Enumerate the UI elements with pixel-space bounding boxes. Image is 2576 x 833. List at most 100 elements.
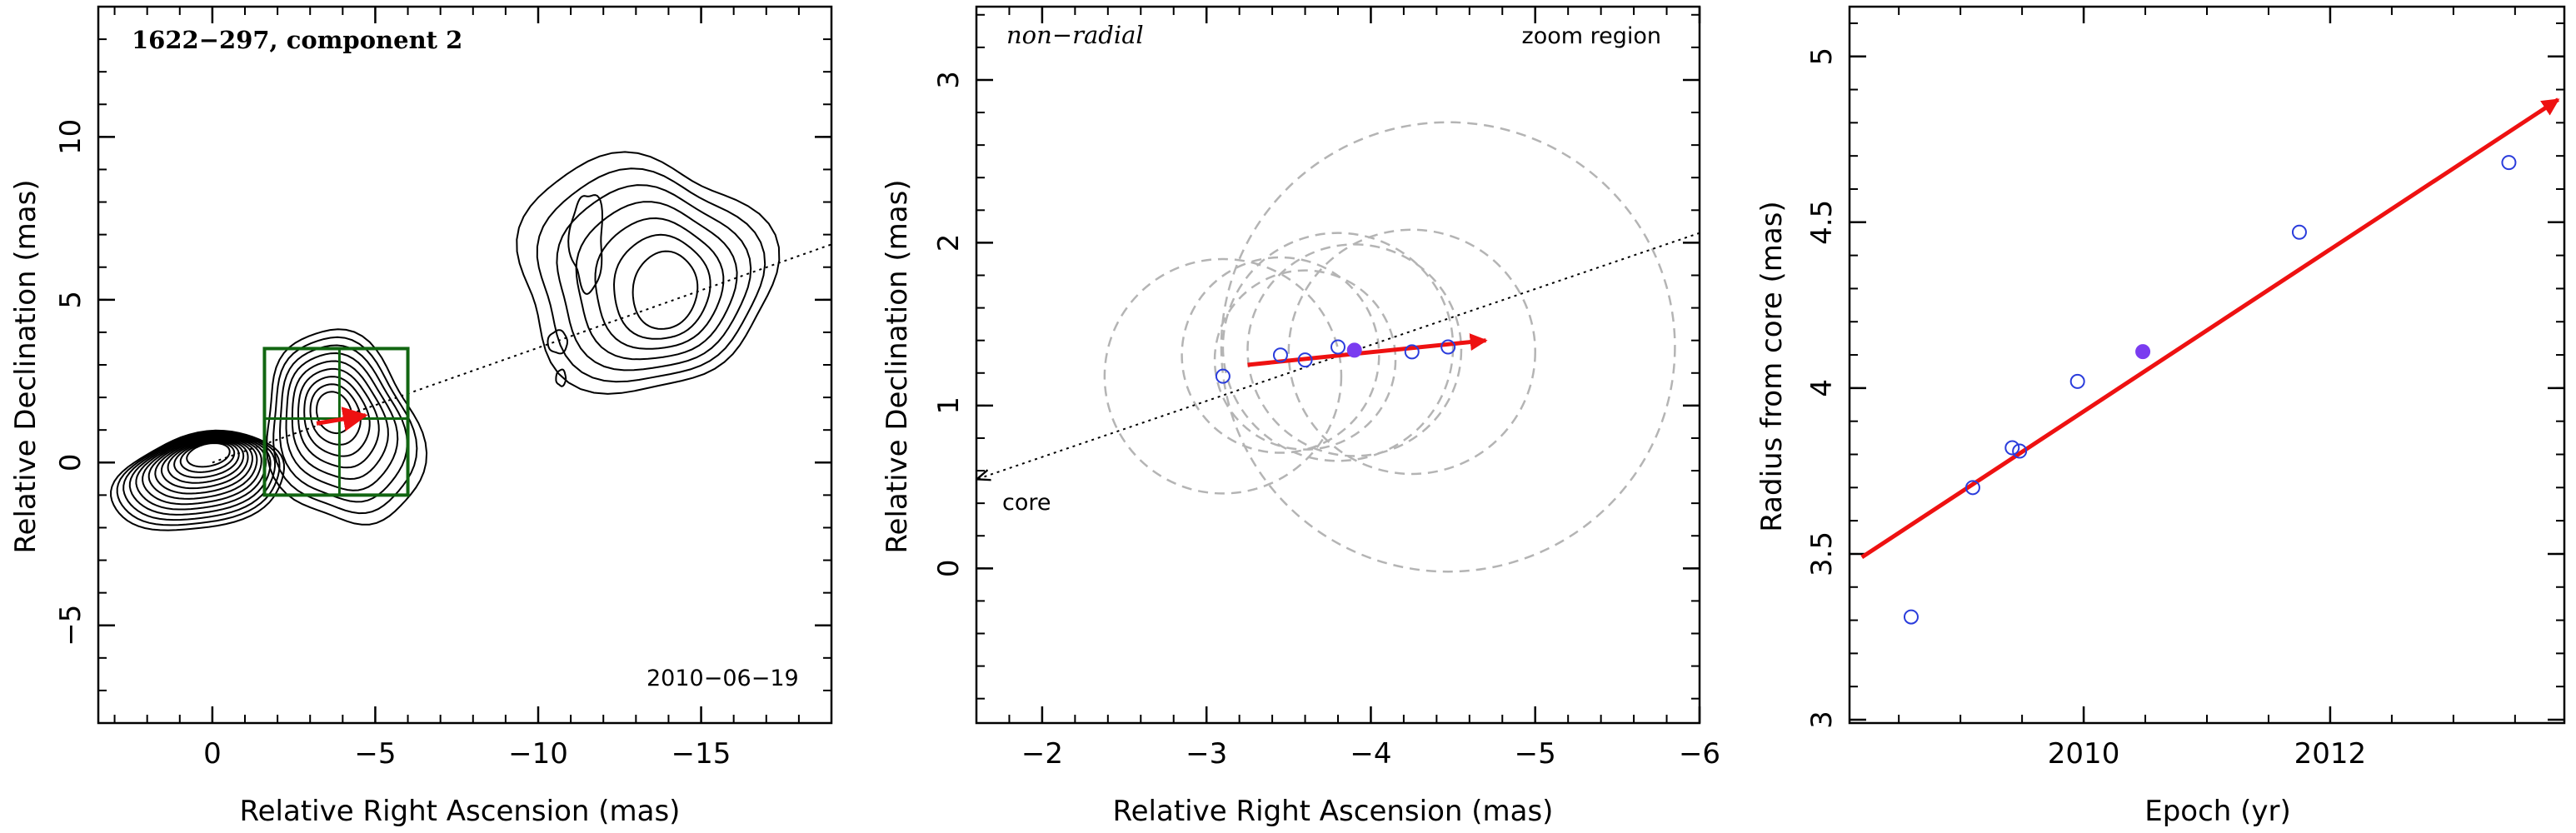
data-point (1440, 339, 1456, 355)
x-tick-label: 0 (203, 737, 222, 771)
x-tick-label: −6 (1679, 737, 1720, 771)
y-tick-label: 1 (932, 397, 966, 415)
data-point (1330, 339, 1345, 355)
data-point (1964, 480, 1980, 496)
core-contour (179, 441, 236, 473)
data-point (2004, 440, 2020, 456)
extended-jet-contour (632, 250, 699, 330)
panel2-core-label: core (1002, 490, 1051, 516)
panel2-overlay (978, 121, 1700, 573)
extended-jet-contour (594, 217, 725, 350)
component2-contour (291, 360, 389, 481)
core-contour (154, 437, 254, 495)
jet-knot-contour (567, 194, 604, 296)
core-contour (122, 431, 277, 521)
panel1-epoch-label: 2010−06−19 (646, 666, 799, 691)
y-tick-label: 10 (54, 119, 87, 155)
x-tick-label: −15 (671, 737, 731, 771)
uncertainty-circle (1181, 256, 1380, 454)
panel1-x-axis-title: Relative Right Ascension (mas) (240, 795, 681, 828)
core-contour (142, 435, 262, 506)
uncertainty-circle (1220, 121, 1676, 573)
data-point (2291, 224, 2307, 240)
zoom-box (262, 347, 410, 497)
y-tick-label: 3 (932, 71, 966, 89)
y-tick-label: 5 (54, 291, 87, 309)
jet-knot-contour (555, 368, 567, 387)
x-tick-label: −10 (508, 737, 568, 771)
x-tick-label: −4 (1350, 737, 1391, 771)
uncertainty-circle (1221, 232, 1455, 462)
data-point-filled (1346, 342, 1362, 358)
x-tick-label: 2012 (2294, 737, 2367, 771)
y-tick-label: 3.5 (1805, 531, 1839, 576)
x-tick-label: −5 (1515, 737, 1556, 771)
uncertainty-circle (1287, 228, 1536, 476)
core-contour (128, 433, 272, 516)
panel3-y-axis-title: Radius from core (mas) (1755, 201, 1789, 531)
extended-jet-contour (516, 151, 781, 395)
y-tick-label: 5 (1805, 47, 1839, 66)
y-tick-label: 0 (932, 559, 966, 577)
data-point-filled (2135, 344, 2151, 360)
jet-knot-contour (547, 329, 568, 355)
x-tick-label: −2 (1021, 737, 1063, 771)
panel-radius-vs-epoch: Epoch (yr) Radius from core (mas) 2010 20… (1755, 5, 2566, 828)
core-contour (147, 436, 258, 500)
component2-contour (272, 336, 418, 515)
panel1-title: 1622−297, component 2 (132, 26, 462, 54)
data-point (2012, 443, 2028, 459)
panel3-overlay (1860, 97, 2560, 625)
y-tick-label: 0 (54, 453, 87, 471)
component2-contour (309, 383, 362, 446)
core-contour (110, 429, 286, 531)
core-contour (135, 434, 267, 511)
panel1-contours (110, 151, 781, 531)
y-tick-label: 4.5 (1805, 200, 1839, 245)
panel2-region-label: zoom region (1522, 23, 1661, 49)
panel2-axes: −2 −3 −4 −5 −6 0 1 2 3 (932, 7, 1720, 771)
motion-arrow (316, 407, 368, 431)
y-tick-label: 4 (1805, 379, 1839, 397)
component2-contour (297, 367, 380, 469)
panel3-axes: 2010 2012 3 3.5 4 4.5 5 (1805, 7, 2564, 771)
panel2-label-nonradial: non−radial (1006, 21, 1144, 49)
core-contour (167, 439, 245, 484)
component2-contour (285, 352, 399, 491)
panel1-y-axis-title: Relative Declination (mas) (9, 179, 42, 553)
y-tick-label: −5 (54, 605, 87, 646)
panel2-frame (975, 5, 1701, 725)
uncertainty-circle (1103, 257, 1343, 495)
panel3-x-axis-title: Epoch (yr) (2144, 795, 2291, 828)
uncertainty-circle (1213, 269, 1397, 451)
extended-jet-contour (556, 184, 752, 372)
panel2-x-axis-title: Relative Right Ascension (mas) (1113, 795, 1554, 828)
extended-jet-contour (536, 167, 766, 383)
core-contour (173, 440, 240, 479)
panel-contour-map: 1622−297, component 2 2010−06−19 Relativ… (9, 5, 833, 828)
data-point (1903, 609, 1919, 625)
panel1-axes: 0 −5 −10 −15 −5 0 5 10 (54, 6, 832, 771)
panel1-frame (97, 5, 833, 725)
motion-arrow (1247, 333, 1488, 367)
panel2-y-axis-title: Relative Declination (mas) (881, 179, 914, 553)
extended-jet-contour (612, 233, 711, 340)
trajectory-line (212, 243, 832, 464)
component2-contour (278, 344, 408, 503)
y-tick-label: 2 (932, 234, 966, 252)
data-point (1404, 344, 1420, 360)
core-contour (160, 438, 249, 490)
component2-contour (303, 376, 371, 457)
panel-zoom-region: non−radial zoom region core Relative Rig… (881, 5, 1720, 828)
panel3-frame (1848, 5, 2566, 725)
y-tick-label: 3 (1805, 711, 1839, 729)
data-point (1297, 352, 1313, 368)
panel1-overlay (212, 243, 832, 497)
component2-contour (315, 391, 353, 435)
core-contour (186, 442, 231, 468)
fit-arrow (1860, 97, 2560, 560)
x-tick-label: −3 (1186, 737, 1227, 771)
x-tick-label: 2010 (2048, 737, 2120, 771)
data-point (1272, 347, 1288, 363)
